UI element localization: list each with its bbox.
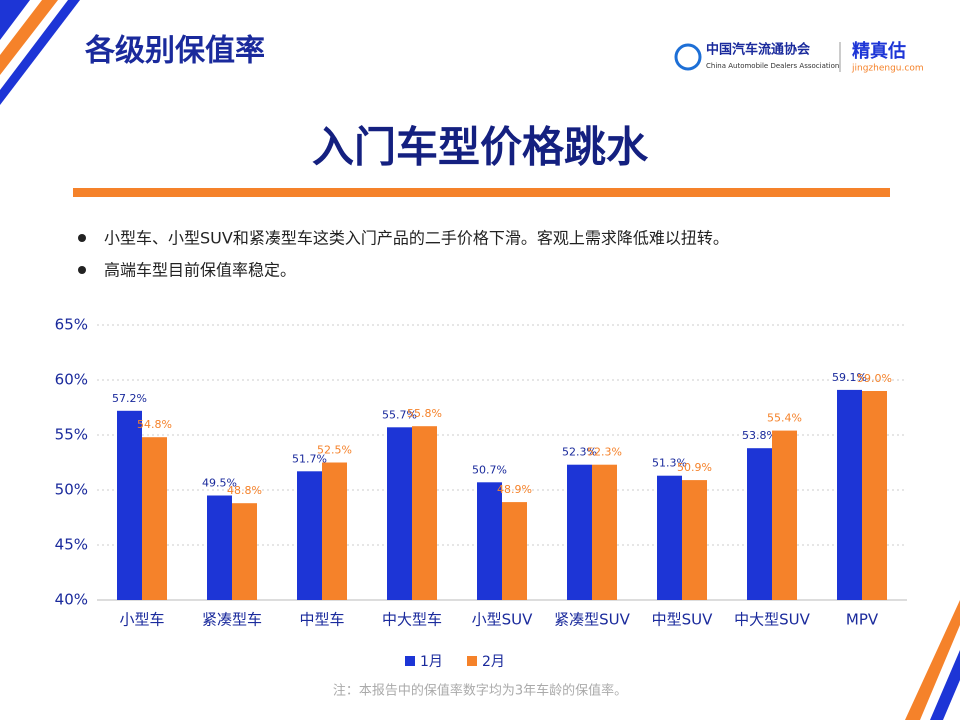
bar [772,430,797,600]
value-label: 49.5% [202,477,237,490]
brand: 精真估 [852,40,906,62]
bar [862,391,887,600]
value-label: 53.8% [742,429,777,442]
x-tick-label: 小型车 [119,611,164,629]
brand-url: jingzhengu.com [851,64,924,74]
bar [657,475,682,600]
y-tick-label: 60% [55,371,88,389]
logo-icon [674,43,702,71]
bar [117,410,142,600]
bar [412,426,437,600]
x-tick-label: 中大型SUV [734,611,811,629]
x-tick-label: 小型SUV [472,611,534,629]
bar [322,462,347,600]
corner-stripe [930,650,960,720]
value-label: 59.1% [832,371,867,384]
x-tick-label: 紧凑型车 [202,611,262,629]
bar [567,464,592,600]
value-label: 55.8% [407,407,442,420]
bar [207,495,232,600]
bar [502,502,527,600]
bar [682,480,707,600]
value-label: 52.3% [562,446,597,459]
value-label: 48.9% [497,483,532,496]
value-label: 55.7% [382,408,417,421]
value-label: 55.4% [767,412,802,425]
y-tick-label: 45% [55,536,88,554]
corner-stripe [0,0,80,105]
value-label: 52.3% [587,446,622,459]
y-tick-label: 55% [55,426,88,444]
bar [837,389,862,600]
bar [142,437,167,600]
corner-stripe [0,0,30,40]
y-tick-label: 50% [55,481,88,499]
value-label: 50.9% [677,461,712,474]
legend-label: 2月 [482,654,505,670]
heading-underline [73,188,890,197]
value-label: 48.8% [227,484,262,497]
value-label: 59.0% [857,372,892,385]
value-label: 51.3% [652,457,687,470]
bullet-dot [78,234,86,242]
page-title: 各级别保值率 [84,34,265,69]
corner-stripe [0,0,58,75]
value-label: 51.7% [292,452,327,465]
bar [232,503,257,600]
bar [747,448,772,600]
note: 注：本报告中的保值率数字均为3年车龄的保值率。 [333,683,627,699]
value-label: 57.2% [112,392,147,405]
value-label: 50.7% [472,463,507,476]
bullet-dot [78,266,86,274]
bullet: 小型车、小型SUV和紧凑型车这类入门产品的二手价格下滑。客观上需求降低难以扭转。 [104,229,729,248]
legend-swatch [467,656,477,666]
value-label: 52.5% [317,444,352,457]
x-tick-label: 中大型车 [382,611,442,629]
corner-stripe [905,600,960,720]
legend-label: 1月 [420,654,443,670]
value-label: 54.8% [137,418,172,431]
x-tick-label: 紧凑型SUV [554,611,631,629]
bar [387,427,412,600]
logo-cn: 中国汽车流通协会 [706,42,811,58]
x-tick-label: 中型车 [299,611,344,629]
bar [477,482,502,600]
y-tick-label: 65% [55,316,88,334]
logo-en: China Automobile Dealers Association [706,62,839,70]
heading: 入门车型价格跳水 [312,123,649,172]
legend-swatch [405,656,415,666]
bar [592,464,617,600]
bar [297,471,322,600]
y-tick-label: 40% [55,591,88,609]
x-tick-label: 中型SUV [652,611,714,629]
bullet: 高端车型目前保值率稳定。 [104,261,296,280]
x-tick-label: MPV [846,611,879,629]
